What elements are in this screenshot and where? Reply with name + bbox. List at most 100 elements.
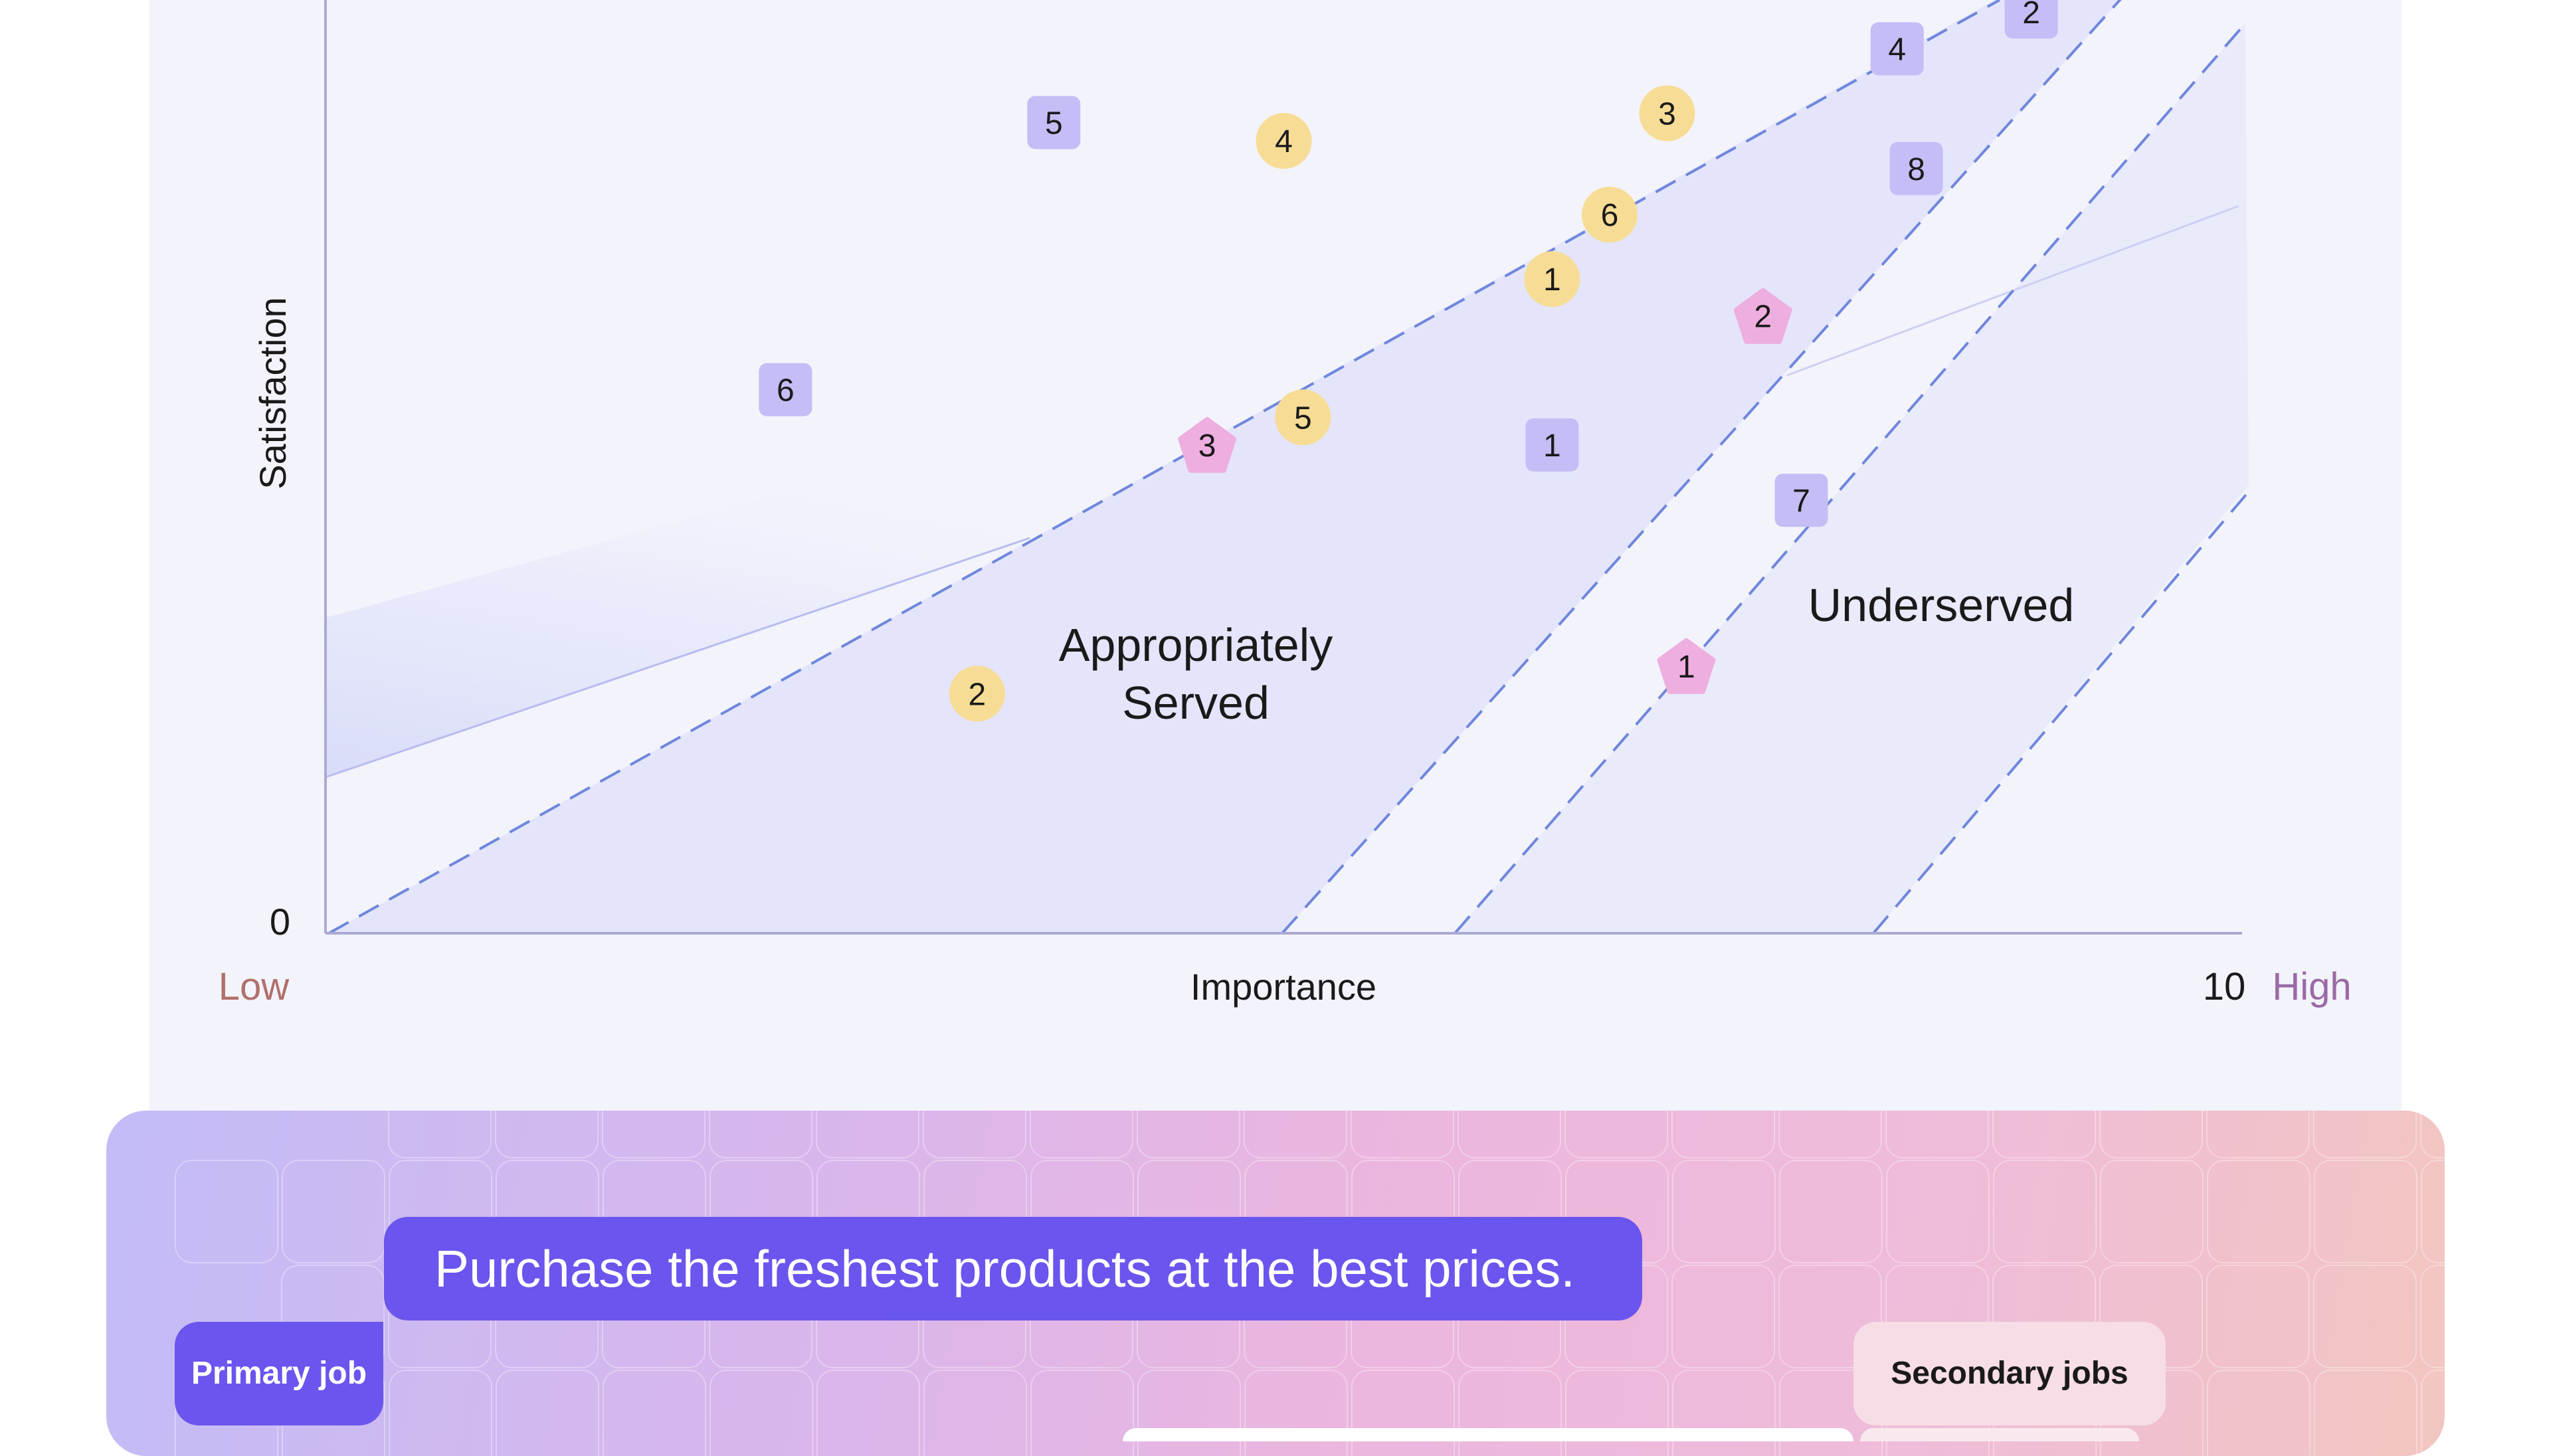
- decorative-tile: [389, 1370, 492, 1456]
- circle-marker-label: 6: [1601, 198, 1619, 233]
- appropriately-served-label-line2: Served: [1122, 677, 1270, 729]
- decorative-tile: [2314, 1370, 2417, 1456]
- square-marker-label: 4: [1888, 32, 1906, 67]
- decorative-tile: [1564, 1111, 1668, 1158]
- decorative-tile: [2206, 1111, 2310, 1158]
- decorative-tile: [709, 1111, 812, 1158]
- square-marker-label: 7: [1792, 484, 1810, 519]
- decorative-tile: [282, 1160, 385, 1263]
- decorative-tile: [1244, 1370, 1348, 1456]
- secondary-jobs-badge: Secondary jobs: [1853, 1322, 2166, 1425]
- square-marker-label: 6: [777, 373, 795, 409]
- decorative-tile: [1030, 1370, 1134, 1456]
- circle-marker-2: 2: [949, 666, 1005, 722]
- chart-markers: 1 2 4 5 6 7 8 1 2 3 4 5 6 1 2 3: [759, 0, 2058, 722]
- decorative-tile: [2421, 1160, 2445, 1263]
- circle-marker-label: 1: [1543, 262, 1561, 298]
- circle-marker-shape: [1275, 389, 1331, 446]
- decorative-tile: [816, 1111, 919, 1158]
- decorative-tile: [2313, 1265, 2417, 1368]
- square-marker-shape: [759, 363, 812, 416]
- decorative-tile: [2100, 1160, 2204, 1263]
- square-marker-shape: [1870, 22, 1924, 76]
- primary-job-badge: Primary job: [175, 1322, 383, 1425]
- decorative-tile: [1993, 1160, 2097, 1263]
- decorative-tile: [1137, 1370, 1241, 1456]
- y-axis-title: Satisfaction: [252, 297, 294, 490]
- square-marker-label: 5: [1045, 106, 1063, 141]
- boundary-dash-4: [1872, 490, 2250, 935]
- x-axis-high-label: High: [2272, 965, 2351, 1008]
- decorative-tile: [1565, 1370, 1669, 1456]
- decorative-tile: [1885, 1111, 1989, 1158]
- square-marker-4: 4: [1870, 22, 1924, 76]
- decorative-tile: [1671, 1265, 1775, 1368]
- decorative-tile: [388, 1111, 492, 1158]
- square-marker-shape: [1525, 418, 1579, 472]
- decorative-tile: [2420, 1265, 2445, 1368]
- circle-marker-3: 3: [1639, 85, 1695, 141]
- decorative-tile: [1672, 1370, 1776, 1456]
- decorative-tile: [2099, 1111, 2203, 1158]
- circle-marker-label: 2: [969, 677, 987, 712]
- decorative-tile: [1351, 1111, 1454, 1158]
- decorative-tile: [2314, 1160, 2417, 1263]
- circle-marker-shape: [1581, 187, 1638, 243]
- x-axis-title: Importance: [1190, 966, 1376, 1008]
- pentagon-marker-3: 3: [1178, 416, 1236, 473]
- boundary-dash-3: [1454, 22, 2247, 935]
- y-axis-min-tick: 0: [270, 901, 290, 943]
- circle-marker-shape: [1524, 251, 1580, 308]
- square-marker-shape: [1027, 96, 1081, 149]
- circle-marker-label: 4: [1275, 124, 1293, 159]
- pentagon-marker-label: 1: [1677, 650, 1695, 685]
- square-marker-1: 1: [1525, 418, 1579, 472]
- circle-marker-shape: [1639, 85, 1695, 141]
- pentagon-marker-label: 2: [1754, 300, 1772, 335]
- circle-marker-1: 1: [1524, 251, 1580, 308]
- decorative-tile: [1030, 1111, 1133, 1158]
- decorative-tile: [1351, 1370, 1455, 1456]
- decorative-tile: [1458, 1111, 1561, 1158]
- decorative-tile: [2421, 1370, 2445, 1456]
- square-marker-shape: [1889, 141, 1943, 195]
- decorative-tile: [602, 1111, 706, 1158]
- decorative-tile: [1886, 1160, 1990, 1263]
- circle-marker-4: 4: [1256, 113, 1312, 169]
- primary-job-statement: Purchase the freshest products at the be…: [384, 1217, 1642, 1320]
- pentagon-marker-shape: [1733, 288, 1792, 344]
- boundary-dashes: [328, 0, 2250, 935]
- circle-marker-6: 6: [1581, 187, 1638, 243]
- decorative-tile: [1779, 1160, 1883, 1263]
- decorative-tile: [1458, 1370, 1562, 1456]
- pentagon-marker-2: 2: [1733, 288, 1792, 344]
- decorative-tile: [1672, 1160, 1776, 1263]
- circle-marker-label: 3: [1658, 97, 1676, 132]
- decorative-tile: [603, 1370, 706, 1456]
- square-marker-7: 7: [1774, 474, 1828, 527]
- square-marker-shape: [1774, 474, 1828, 527]
- decorative-tile: [175, 1160, 278, 1263]
- square-marker-6: 6: [759, 363, 812, 416]
- x-axis-low-label: Low: [219, 965, 290, 1008]
- boundary-dash-2: [1281, 0, 2122, 935]
- job-card-edge: [1123, 1428, 1853, 1441]
- decorative-tile: [816, 1370, 920, 1456]
- decorative-tile: [2313, 1111, 2417, 1158]
- underserved-label: Underserved: [1808, 579, 2075, 631]
- decorative-tile: [709, 1370, 813, 1456]
- job-card-edge: [1860, 1428, 2139, 1441]
- decorative-tile: [1244, 1111, 1347, 1158]
- decorative-tile: [495, 1111, 599, 1158]
- decorative-tile: [1778, 1265, 1882, 1368]
- decorative-tile: [2420, 1111, 2445, 1158]
- pentagon-marker-shape: [1178, 416, 1236, 473]
- decorative-tile: [1992, 1111, 2096, 1158]
- opportunity-landscape-chart: Appropriately Served Underserved Satisfa…: [219, 0, 2352, 1008]
- decorative-tile: [496, 1370, 599, 1456]
- boundary-dash-1: [328, 0, 2000, 935]
- decorative-tile: [923, 1111, 1026, 1158]
- x-axis-max-tick: 10: [2203, 965, 2246, 1008]
- boundary-solid-low: [325, 537, 1030, 778]
- chart-axes: [324, 0, 2242, 935]
